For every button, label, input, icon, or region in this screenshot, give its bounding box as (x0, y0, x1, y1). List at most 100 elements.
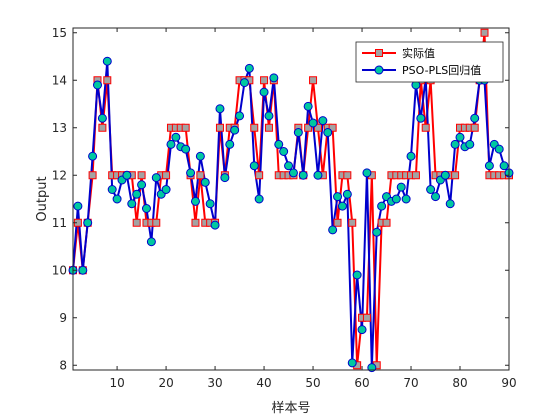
x-tick-label: 90 (501, 376, 516, 390)
data-point-actual (132, 218, 141, 227)
data-point-predicted (293, 128, 303, 137)
data-point-predicted (88, 151, 98, 161)
legend-marker-predicted (374, 65, 384, 75)
data-point-actual (98, 123, 107, 132)
x-tick-label: 40 (256, 376, 271, 390)
data-point-actual (88, 171, 97, 180)
x-tick-label: 60 (354, 376, 369, 390)
y-tick-label: 9 (59, 311, 67, 325)
data-point-predicted (225, 139, 235, 149)
data-point-predicted (318, 116, 328, 126)
data-point-actual (313, 123, 322, 132)
axes-layer: 10 20 30 40 50 60 70 80 90 8 9 10 11 12 13 14 15 (52, 26, 517, 390)
x-tick-label: 80 (452, 376, 467, 390)
data-point-predicted (127, 199, 137, 209)
data-point-predicted (298, 170, 308, 180)
data-point-actual (264, 123, 273, 132)
data-point-actual (411, 171, 420, 180)
data-point-actual (152, 218, 161, 227)
data-point-actual (260, 76, 269, 85)
data-point-actual (333, 218, 342, 227)
y-tick-label: 11 (52, 216, 67, 230)
data-point-predicted (171, 132, 181, 142)
data-point-predicted (445, 199, 455, 209)
axes-box (72, 27, 510, 371)
data-point-predicted (416, 113, 426, 123)
data-point-actual (348, 218, 357, 227)
data-point-predicted (465, 139, 475, 149)
data-point-predicted (78, 265, 88, 275)
data-point-predicted (249, 161, 259, 171)
data-point-predicted (195, 151, 205, 161)
data-point-actual (309, 76, 318, 85)
data-point-actual (382, 218, 391, 227)
data-point-predicted (484, 161, 494, 171)
data-point-predicted (396, 182, 406, 192)
data-point-predicted (337, 201, 347, 211)
data-point-predicted (264, 111, 274, 121)
data-point-actual (137, 171, 146, 180)
data-point-predicted (470, 113, 480, 123)
data-point-predicted (431, 192, 441, 202)
data-point-predicted (97, 113, 107, 123)
data-point-predicted (161, 185, 171, 194)
data-point-actual (304, 123, 313, 132)
data-point-predicted (274, 139, 284, 149)
data-point-predicted (220, 173, 230, 183)
data-point-predicted (166, 139, 176, 149)
data-point-predicted (137, 180, 147, 190)
data-point-actual (451, 171, 460, 180)
y-tick-label: 13 (52, 121, 67, 135)
data-point-predicted (342, 189, 352, 199)
data-point-predicted (450, 139, 460, 149)
data-point-actual (196, 171, 205, 180)
legend-box (355, 41, 504, 83)
data-point-predicted (190, 196, 200, 206)
data-point-predicted (357, 325, 367, 335)
legend-label-actual: 实际值 (402, 46, 435, 60)
data-point-predicted (107, 185, 117, 194)
x-tick-label: 10 (109, 376, 124, 390)
x-tick-label: 50 (305, 376, 320, 390)
data-point-predicted (377, 201, 387, 211)
y-tick-label: 8 (59, 358, 67, 372)
data-point-actual (328, 123, 337, 132)
data-point-predicted (328, 225, 338, 235)
data-point-actual (215, 123, 224, 132)
data-point-actual (250, 123, 259, 132)
data-point-predicted (362, 168, 372, 178)
data-point-predicted (323, 128, 333, 137)
y-tick-label: 12 (52, 168, 67, 182)
data-point-predicted (372, 227, 382, 237)
data-point-actual (362, 313, 371, 322)
y-tick-label: 10 (52, 263, 67, 277)
legend: 实际值 PSO-PLS回归值 (355, 41, 504, 83)
data-point-actual (470, 123, 479, 132)
data-point-predicted (308, 118, 318, 128)
data-point-predicted (333, 192, 343, 202)
data-point-actual (103, 76, 112, 85)
data-point-predicted (112, 194, 122, 204)
data-point-predicted (499, 161, 509, 171)
data-point-predicted (151, 173, 161, 183)
data-point-actual (255, 171, 264, 180)
x-axis-label: 样本号 (271, 401, 310, 416)
legend-label-predicted: PSO-PLS回归值 (402, 63, 481, 77)
data-point-predicted (83, 218, 93, 228)
data-point-predicted (347, 358, 357, 368)
data-point-predicted (200, 177, 210, 187)
data-point-predicted (426, 185, 436, 194)
data-point-predicted (352, 270, 362, 280)
data-point-predicted (279, 147, 289, 156)
data-point-predicted (288, 168, 298, 178)
y-tick-label: 15 (52, 26, 67, 40)
x-tick-label: 70 (403, 376, 418, 390)
x-tick-label: 20 (158, 376, 173, 390)
data-point-predicted (284, 161, 294, 171)
data-point-predicted (406, 151, 416, 161)
data-point-predicted (210, 220, 220, 230)
data-point-predicted (303, 101, 313, 111)
data-point-actual (421, 123, 430, 132)
data-point-actual (343, 171, 352, 180)
